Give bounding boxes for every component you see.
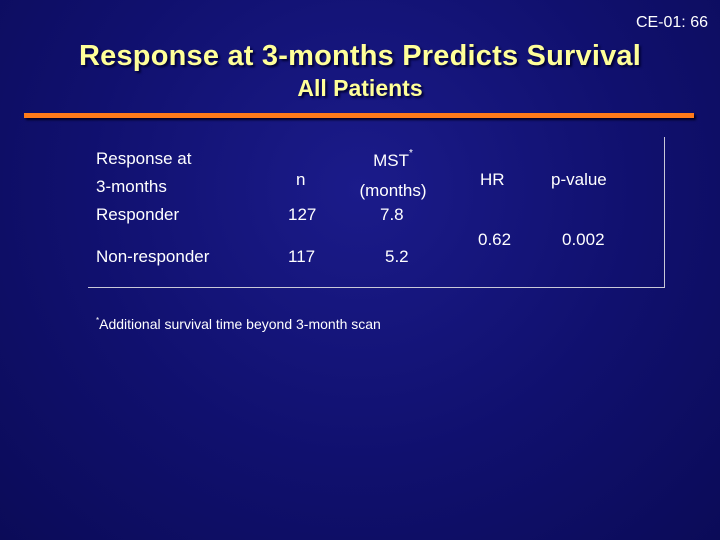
header-response-line2: 3-months <box>96 177 167 196</box>
row-nonresponder-mst: 5.2 <box>385 247 409 266</box>
row-nonresponder-label: Non-responder <box>96 247 210 266</box>
results-table: Response at 3-months n MST* (months) HR … <box>88 137 665 288</box>
header-mst-marker: * <box>408 148 413 159</box>
header-response: Response at 3-months <box>96 145 191 201</box>
p-value: 0.002 <box>562 230 605 249</box>
slide-id: CE-01: 66 <box>635 14 708 31</box>
header-hr: HR <box>480 170 505 189</box>
footnote-text: Additional survival time beyond 3-month … <box>99 316 381 332</box>
row-responder-n: 127 <box>288 205 317 224</box>
row-responder-mst: 7.8 <box>380 205 404 224</box>
header-n: n <box>296 170 306 189</box>
header-response-line1: Response at <box>96 149 192 168</box>
hazard-ratio-value: 0.62 <box>478 230 512 249</box>
header-mst: MST* (months) <box>340 139 446 206</box>
row-responder-label: Responder <box>96 205 180 224</box>
header-p-value: p-value <box>551 170 607 189</box>
title-divider <box>24 113 694 118</box>
slide-title: Response at 3-months Predicts Survival <box>79 40 641 72</box>
footnote: *Additional survival time beyond 3-month… <box>96 316 381 332</box>
slide-subtitle: All Patients <box>297 75 423 101</box>
footnote-marker: * <box>96 316 100 325</box>
header-mst-label: MST <box>373 151 409 170</box>
header-mst-unit: (months) <box>359 181 427 200</box>
row-nonresponder-n: 117 <box>288 247 316 266</box>
